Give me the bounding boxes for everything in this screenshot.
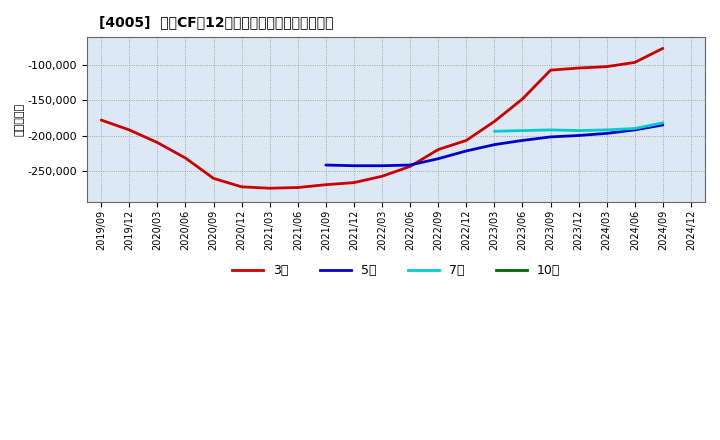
Y-axis label: （百万円）: （百万円） [15, 103, 25, 136]
Text: [4005]  投賄CFの12か月移動合計の平均値の推移: [4005] 投賄CFの12か月移動合計の平均値の推移 [99, 15, 334, 29]
Legend: 3年, 5年, 7年, 10年: 3年, 5年, 7年, 10年 [227, 259, 565, 282]
